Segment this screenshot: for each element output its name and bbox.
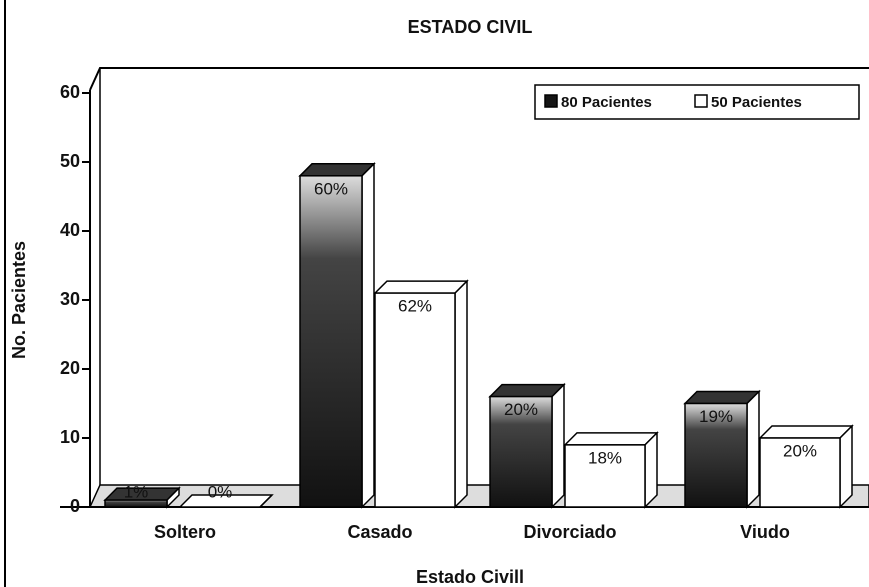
bar (373, 279, 469, 509)
bar (563, 431, 659, 509)
y-tick-label: 10 (60, 427, 80, 447)
x-tick-label: Divorciado (523, 522, 616, 542)
y-tick-label: 0 (70, 496, 80, 516)
bar-side (259, 494, 273, 508)
bar-front (489, 395, 553, 508)
value-label: 0% (208, 482, 233, 501)
y-tick-label: 30 (60, 289, 80, 309)
value-label: 18% (588, 448, 622, 467)
value-label: 19% (699, 407, 733, 426)
x-axis-label: Estado Civill (416, 567, 524, 587)
bar-front (299, 175, 363, 508)
chart-title: ESTADO CIVIL (408, 17, 533, 37)
y-tick-label: 60 (60, 82, 80, 102)
bar (298, 161, 376, 509)
legend-label: 80 Pacientes (561, 94, 652, 111)
bar-top (373, 280, 469, 294)
x-tick-label: Soltero (154, 522, 216, 542)
legend-swatch (544, 94, 558, 108)
bar-front (759, 437, 841, 508)
bar-front (564, 444, 646, 508)
bar-side (361, 161, 375, 509)
bar-side (839, 424, 853, 509)
y-tick-label: 20 (60, 358, 80, 378)
bar-side (551, 382, 565, 509)
value-label: 20% (504, 400, 538, 419)
bar-front (684, 402, 748, 508)
bar-top (563, 432, 659, 446)
bar-front (374, 292, 456, 508)
x-tick-label: Viudo (740, 522, 790, 542)
bar-side (644, 431, 658, 509)
y-tick-label: 50 (60, 151, 80, 171)
bar-side (746, 389, 760, 509)
y-tick-label: 40 (60, 220, 80, 240)
bar (178, 494, 274, 508)
bar-front (104, 499, 168, 508)
bar (103, 486, 181, 509)
bar (488, 382, 566, 509)
y-axis-label: No. Pacientes (9, 241, 29, 359)
bar-top (758, 425, 854, 439)
bar (758, 424, 854, 509)
legend-label: 50 Pacientes (711, 94, 802, 111)
value-label: 62% (398, 297, 432, 316)
x-tick-label: Casado (347, 522, 412, 542)
legend-swatch (694, 94, 708, 108)
value-label: 60% (314, 179, 348, 198)
bar-side (454, 279, 468, 509)
value-label: 20% (783, 441, 817, 460)
bar (683, 389, 761, 509)
value-label: 1% (124, 482, 149, 501)
